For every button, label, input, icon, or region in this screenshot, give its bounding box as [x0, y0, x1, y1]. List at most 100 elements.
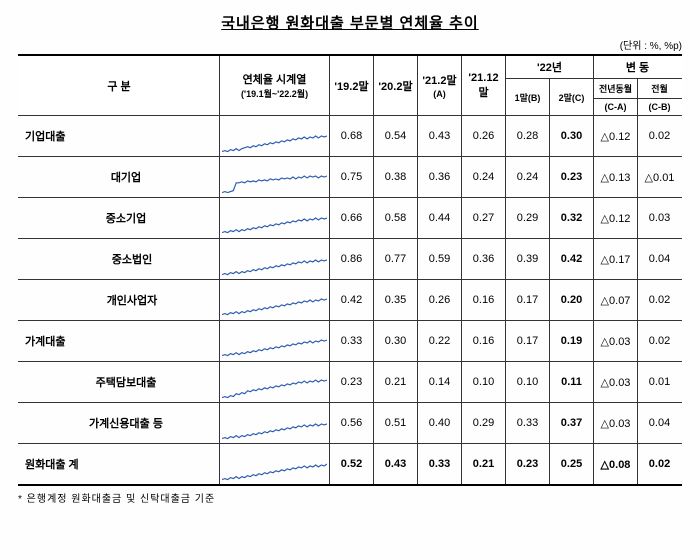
value-cell: 0.22 [418, 321, 462, 362]
sparkline-cell [220, 157, 330, 198]
value-cell: 0.40 [418, 403, 462, 444]
col-212-main: '21.2말 [422, 75, 456, 87]
value-cell: 0.33 [418, 444, 462, 486]
change-cell: △0.03 [594, 403, 638, 444]
sparkline-cell [220, 403, 330, 444]
sparkline-cell [220, 116, 330, 157]
value-cell: 0.33 [330, 321, 374, 362]
col-192: '19.2말 [330, 55, 374, 116]
value-cell: 0.43 [374, 444, 418, 486]
col-series-main: 연체율 시계열 [243, 74, 307, 86]
change-cell: 0.02 [638, 280, 682, 321]
change-cell: △0.17 [594, 239, 638, 280]
row-label: 가계대출 [19, 321, 220, 362]
col-mom-b: (C-B) [638, 99, 682, 116]
value-cell: 0.58 [374, 198, 418, 239]
value-cell: 0.17 [506, 321, 550, 362]
value-cell: 0.30 [550, 116, 594, 157]
value-cell: 0.36 [418, 157, 462, 198]
value-cell: 0.52 [330, 444, 374, 486]
value-cell: 0.27 [462, 198, 506, 239]
col-change: 변 동 [594, 55, 682, 79]
col-212: '21.2말 (A) [418, 55, 462, 116]
value-cell: 0.11 [550, 362, 594, 403]
sparkline-cell [220, 444, 330, 486]
row-label: 기업대출 [19, 116, 220, 157]
sparkline-cell [220, 362, 330, 403]
value-cell: 0.24 [506, 157, 550, 198]
change-cell: △0.13 [594, 157, 638, 198]
change-cell: 0.04 [638, 403, 682, 444]
value-cell: 0.32 [550, 198, 594, 239]
value-cell: 0.44 [418, 198, 462, 239]
col-series-sub: ('19.1월~'22.2월) [241, 89, 308, 99]
change-cell: 0.04 [638, 239, 682, 280]
table-title: 국내은행 원화대출 부문별 연체율 추이 [18, 12, 682, 33]
change-cell: 0.02 [638, 321, 682, 362]
sparkline-cell [220, 321, 330, 362]
value-cell: 0.35 [374, 280, 418, 321]
value-cell: 0.42 [550, 239, 594, 280]
change-cell: 0.01 [638, 362, 682, 403]
col-series: 연체율 시계열 ('19.1월~'22.2월) [220, 55, 330, 116]
value-cell: 0.19 [550, 321, 594, 362]
change-cell: △0.12 [594, 116, 638, 157]
row-label: 가계신용대출 등 [19, 403, 220, 444]
value-cell: 0.23 [330, 362, 374, 403]
change-cell: △0.01 [638, 157, 682, 198]
value-cell: 0.77 [374, 239, 418, 280]
value-cell: 0.25 [550, 444, 594, 486]
value-cell: 0.14 [418, 362, 462, 403]
col-2112: '21.12말 [462, 55, 506, 116]
value-cell: 0.30 [374, 321, 418, 362]
row-label: 중소기업 [19, 198, 220, 239]
row-label: 개인사업자 [19, 280, 220, 321]
value-cell: 0.42 [330, 280, 374, 321]
footnote: * 은행계정 원화대출금 및 신탁대출금 기준 [18, 490, 682, 505]
sparkline-cell [220, 239, 330, 280]
change-cell: 0.03 [638, 198, 682, 239]
value-cell: 0.24 [462, 157, 506, 198]
value-cell: 0.75 [330, 157, 374, 198]
col-2mal: 2말(C) [550, 79, 594, 116]
col-category: 구 분 [19, 55, 220, 116]
value-cell: 0.39 [506, 239, 550, 280]
value-cell: 0.66 [330, 198, 374, 239]
value-cell: 0.38 [374, 157, 418, 198]
value-cell: 0.26 [418, 280, 462, 321]
row-label: 대기업 [19, 157, 220, 198]
col-yoy-b: (C-A) [594, 99, 638, 116]
change-cell: △0.07 [594, 280, 638, 321]
change-cell: △0.03 [594, 321, 638, 362]
value-cell: 0.29 [462, 403, 506, 444]
change-cell: △0.08 [594, 444, 638, 486]
data-table: 구 분 연체율 시계열 ('19.1월~'22.2월) '19.2말 '20.2… [18, 54, 682, 486]
col-1mal: 1말(B) [506, 79, 550, 116]
row-label: 중소법인 [19, 239, 220, 280]
value-cell: 0.37 [550, 403, 594, 444]
value-cell: 0.54 [374, 116, 418, 157]
value-cell: 0.36 [462, 239, 506, 280]
change-cell: △0.03 [594, 362, 638, 403]
sparkline-cell [220, 198, 330, 239]
change-cell: 0.02 [638, 116, 682, 157]
col-yoy-a: 전년동월 [594, 79, 638, 99]
value-cell: 0.16 [462, 321, 506, 362]
value-cell: 0.20 [550, 280, 594, 321]
value-cell: 0.43 [418, 116, 462, 157]
value-cell: 0.28 [506, 116, 550, 157]
table-header: 구 분 연체율 시계열 ('19.1월~'22.2월) '19.2말 '20.2… [19, 55, 682, 116]
sparkline-cell [220, 280, 330, 321]
col-212-sub: (A) [433, 89, 446, 99]
unit-label: (단위 : %, %p) [18, 37, 682, 52]
change-cell: △0.12 [594, 198, 638, 239]
value-cell: 0.29 [506, 198, 550, 239]
change-cell: 0.02 [638, 444, 682, 486]
value-cell: 0.68 [330, 116, 374, 157]
value-cell: 0.23 [550, 157, 594, 198]
value-cell: 0.23 [506, 444, 550, 486]
row-label: 주택담보대출 [19, 362, 220, 403]
value-cell: 0.10 [506, 362, 550, 403]
value-cell: 0.10 [462, 362, 506, 403]
value-cell: 0.21 [462, 444, 506, 486]
